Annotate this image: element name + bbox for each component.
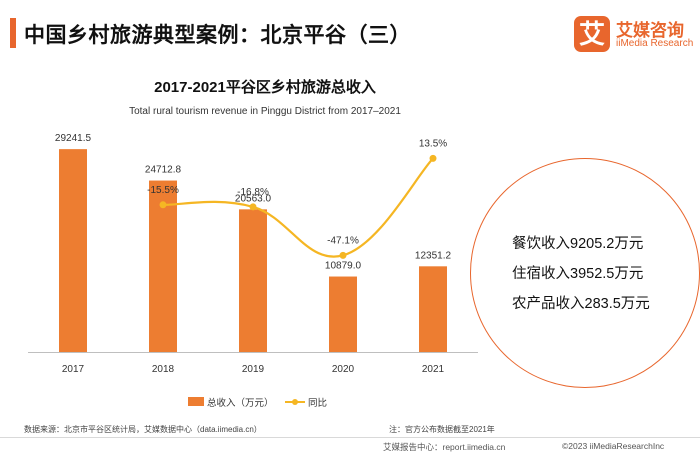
bar-label-2021: 12351.2 [415, 250, 452, 261]
callout-farm-product-income: 农产品收入283.5万元 [512, 296, 650, 312]
bar-label-2019: 20563.0 [235, 193, 272, 204]
bar-label-2018: 24712.8 [145, 165, 182, 176]
yoy-point-2021 [429, 154, 437, 162]
legend-line-dot [292, 399, 298, 405]
legend-bar-swatch [188, 397, 204, 406]
footer-divider [0, 437, 700, 438]
yoy-label-2019: -16.8% [237, 187, 269, 198]
bar-2018 [149, 180, 177, 352]
iimedia-logo: 艾 艾媒咨询 iiMedia Research [574, 14, 694, 54]
data-note: 注：官方公布数据截至2021年 [389, 425, 495, 434]
title-accent-bar [10, 18, 16, 48]
x-tick-2018: 2018 [152, 364, 175, 375]
report-center-link[interactable]: 艾媒报告中心：report.iimedia.cn [383, 442, 506, 452]
callout-lodging-income: 住宿收入3952.5万元 [512, 266, 644, 282]
logo-name-en: iiMedia Research [616, 38, 694, 49]
x-tick-2020: 2020 [332, 364, 355, 375]
bar-2021 [419, 266, 447, 352]
yoy-point-2019 [249, 203, 257, 211]
yoy-label-2018: -15.5% [147, 185, 179, 196]
chart-title: 2017-2021平谷区乡村旅游总收入 [154, 79, 376, 96]
yoy-label-2020: -47.1% [327, 235, 359, 246]
yoy-point-2018 [159, 201, 167, 209]
bar-label-2017: 29241.5 [55, 133, 92, 144]
yoy-point-2020 [339, 251, 347, 259]
legend-line-label: 同比 [308, 398, 328, 409]
bar-2019 [239, 209, 267, 352]
x-tick-2021: 2021 [422, 364, 445, 375]
legend-bar-label: 总收入（万元） [207, 398, 274, 409]
yoy-label-2021: 13.5% [419, 138, 447, 149]
bar-2020 [329, 276, 357, 352]
logo-name-cn: 艾媒咨询 [616, 21, 684, 40]
yoy-line [162, 157, 434, 258]
copyright: ©2023 iiMediaResearchInc [562, 441, 665, 451]
data-source: 数据来源：北京市平谷区统计局，艾媒数据中心（data.iimedia.cn） [24, 425, 262, 434]
callout-catering-income: 餐饮收入9205.2万元 [512, 236, 644, 252]
logo-mark-icon: 艾 [574, 16, 610, 52]
bar-2017 [59, 149, 87, 352]
x-tick-2019: 2019 [242, 364, 265, 375]
chart-subtitle: Total rural tourism revenue in Pinggu Di… [129, 106, 401, 117]
x-tick-2017: 2017 [62, 364, 85, 375]
page-title: 中国乡村旅游典型案例：北京平谷（三） [24, 24, 411, 47]
bar-label-2020: 10879.0 [325, 261, 362, 272]
